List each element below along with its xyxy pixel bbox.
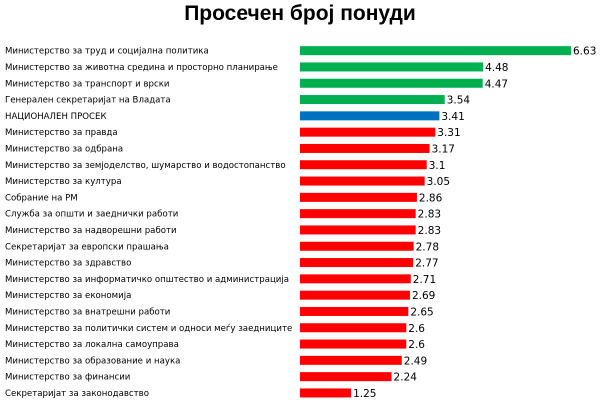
bar	[300, 323, 407, 333]
value-label: 2.83	[418, 209, 441, 221]
category-label: Министерство за правда	[5, 128, 118, 138]
category-label: Министерство за политички систем и однос…	[5, 324, 292, 334]
bar	[300, 209, 416, 219]
bar	[300, 225, 416, 235]
value-label: 2.69	[412, 290, 435, 302]
bar	[300, 306, 409, 316]
category-label: Генерален секретаријат на Владата	[5, 96, 171, 106]
category-label: Министерство за економија	[5, 291, 131, 301]
value-label: 3.1	[429, 160, 446, 172]
value-label: 3.54	[447, 95, 471, 107]
bar	[300, 143, 430, 153]
bar	[300, 46, 571, 56]
value-label: 2.49	[404, 355, 427, 367]
bar	[300, 258, 414, 268]
category-label: НАЦИОНАЛЕН ПРОСЕК	[5, 112, 107, 122]
value-label: 4.48	[485, 62, 508, 74]
bar	[300, 78, 483, 88]
bar	[300, 339, 407, 349]
category-label: Секретаријат за законодавство	[5, 389, 149, 399]
bar	[300, 355, 402, 365]
bar	[300, 388, 352, 398]
bars-layer: Министерство за труд и социјална политик…	[5, 46, 596, 400]
category-label: Министерство за труд и социјална политик…	[5, 47, 209, 57]
bar	[300, 241, 414, 251]
value-label: 2.83	[418, 225, 441, 237]
category-label: Служба за општи и заеднички работи	[5, 210, 178, 220]
value-label: 2.86	[419, 192, 443, 204]
value-label: 2.6	[408, 339, 425, 351]
bar	[300, 95, 445, 105]
bar	[300, 192, 417, 202]
category-label: Министерство за финансии	[5, 373, 130, 383]
bar	[300, 160, 427, 170]
bar	[300, 372, 392, 382]
category-label: Министерство за животна средина и просто…	[5, 63, 278, 73]
value-label: 3.31	[437, 127, 460, 139]
category-label: Министерство за транспорт и врски	[5, 79, 170, 89]
value-label: 1.25	[353, 388, 376, 400]
category-label: Секретаријат за европски прашања	[5, 242, 169, 252]
category-label: Министерство за одбрана	[5, 144, 123, 154]
bar	[300, 127, 436, 137]
value-label: 4.47	[485, 78, 508, 90]
bar	[300, 62, 484, 72]
value-label: 2.65	[410, 306, 433, 318]
value-label: 2.6	[408, 323, 425, 335]
value-label: 3.17	[432, 143, 455, 155]
category-label: Министерство за здравство	[5, 259, 131, 269]
value-label: 2.77	[415, 258, 438, 270]
chart-title: Просечен број понуди	[184, 2, 416, 25]
bar	[300, 290, 410, 300]
value-label: 6.63	[573, 46, 596, 58]
category-label: Министерство за локална самоуправа	[5, 340, 179, 350]
category-label: Министерство за информатичко општество и…	[5, 275, 289, 285]
value-label: 3.05	[427, 176, 450, 188]
category-label: Собрание на РМ	[5, 193, 78, 203]
value-label: 2.24	[394, 372, 418, 384]
value-label: 3.41	[441, 111, 464, 123]
category-label: Министерство за земјоделство, шумарство …	[5, 161, 286, 171]
value-label: 2.78	[416, 241, 439, 253]
bar	[300, 176, 425, 186]
bar	[300, 274, 411, 284]
category-label: Министерство за култура	[5, 177, 122, 187]
category-label: Министерство за надворешни работи	[5, 226, 177, 236]
category-label: Министерство за внатрешни работи	[5, 307, 170, 317]
value-label: 2.71	[413, 274, 436, 286]
category-label: Министерство за образование и наука	[5, 356, 180, 366]
bar	[300, 111, 440, 121]
